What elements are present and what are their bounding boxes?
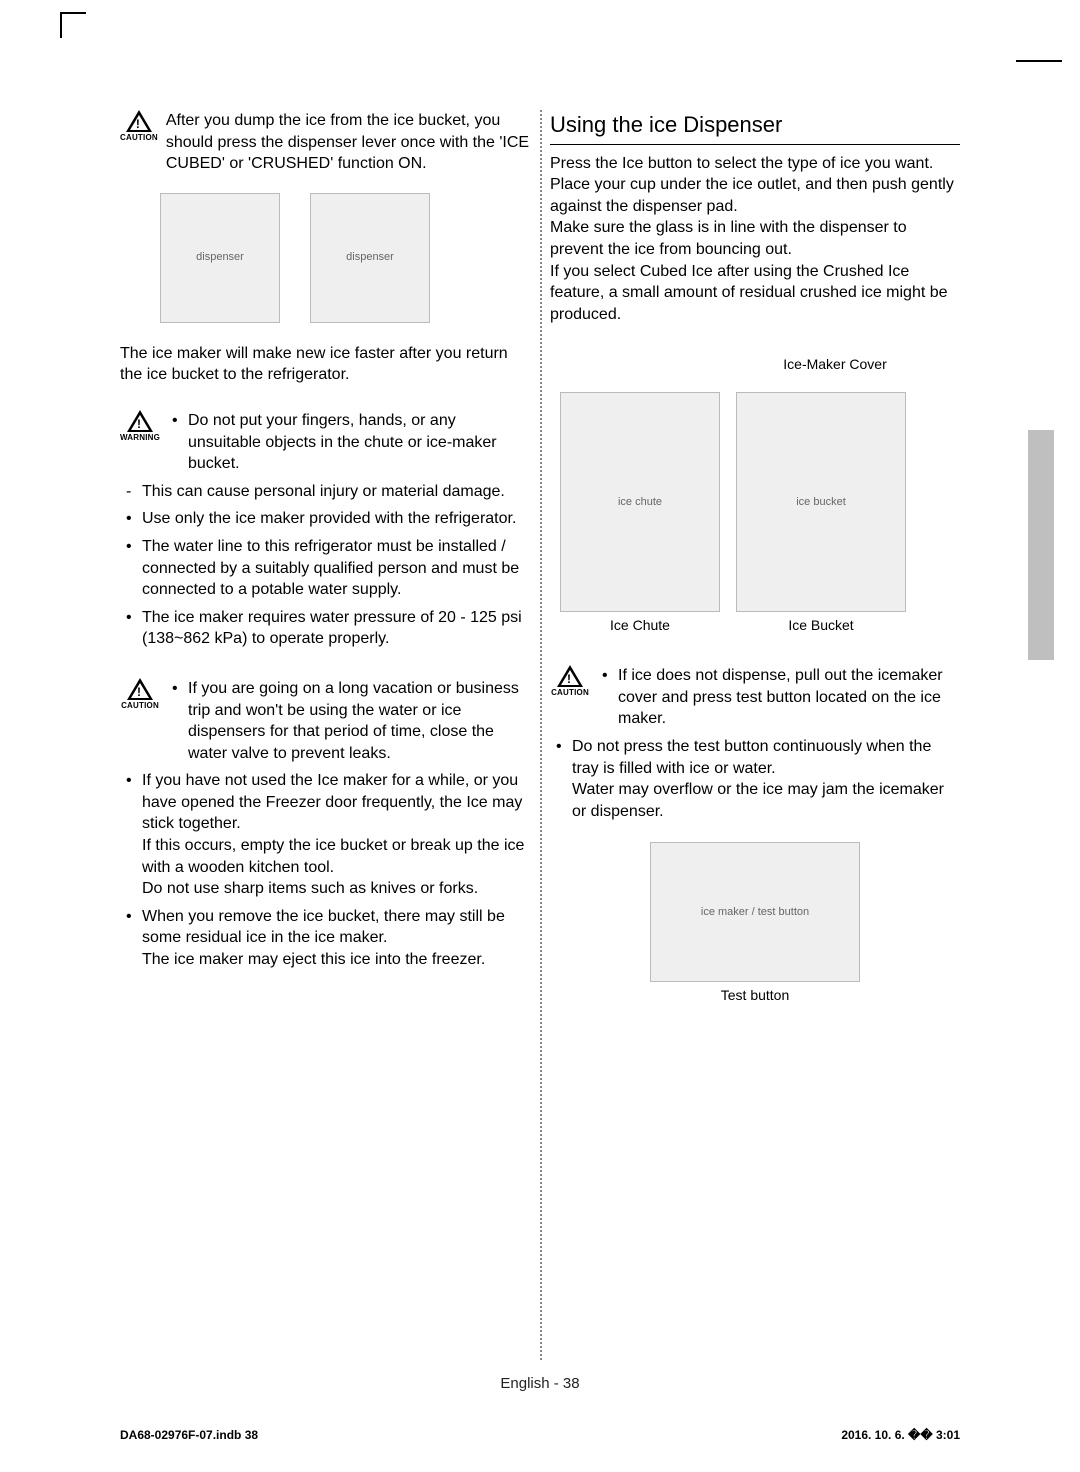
- section-title: Using the ice Dispenser: [550, 110, 960, 145]
- left-column: ! CAUTION After you dump the ice from th…: [120, 110, 530, 1005]
- warning-bullet-1: Do not put your fingers, hands, or any u…: [166, 410, 530, 475]
- left-bullet-3: The ice maker requires water pressure of…: [120, 607, 530, 650]
- page-side-tab: [1028, 430, 1054, 660]
- left-bullet-2: The water line to this refrigerator must…: [120, 536, 530, 601]
- label-ice-chute: Ice Chute: [610, 616, 670, 635]
- right-p4: If you select Cubed Ice after using the …: [550, 261, 960, 326]
- page-footer: English - 38: [0, 1375, 1080, 1392]
- caution-icon-right: ! CAUTION: [550, 665, 590, 736]
- caution2-bullet-1: If you have not used the Ice maker for a…: [120, 770, 530, 900]
- warning-block: ! WARNING Do not put your fingers, hands…: [120, 410, 530, 481]
- warning-icon: ! WARNING: [120, 410, 160, 481]
- dispenser-figure-2: dispenser: [310, 193, 430, 323]
- right-p3: Make sure the glass is in line with the …: [550, 217, 960, 260]
- caution-block-1: ! CAUTION After you dump the ice from th…: [120, 110, 530, 175]
- caution-label-right: CAUTION: [551, 688, 589, 699]
- label-test-button: Test button: [721, 986, 790, 1005]
- page-content: ! CAUTION After you dump the ice from th…: [120, 110, 960, 1005]
- crop-mark-top-left: [60, 12, 86, 38]
- dispenser-figures: dispenser dispenser: [160, 193, 530, 323]
- right-p1: Press the Ice button to select the type …: [550, 153, 960, 175]
- caution-block-2: ! CAUTION If you are going on a long vac…: [120, 678, 530, 770]
- caution-text-1: After you dump the ice from the ice buck…: [166, 110, 530, 175]
- right-caution-block: ! CAUTION If ice does not dispense, pull…: [550, 665, 960, 736]
- caution2-bullet-first: If you are going on a long vacation or b…: [166, 678, 530, 764]
- caution-icon: ! CAUTION: [120, 110, 158, 144]
- warning-dash-1: This can cause personal injury or materi…: [120, 481, 530, 503]
- ice-chute-figure: ice chute: [560, 392, 720, 612]
- label-ice-bucket: Ice Bucket: [788, 616, 853, 635]
- right-p2: Place your cup under the ice outlet, and…: [550, 174, 960, 217]
- crop-mark-top-right: [1016, 60, 1062, 62]
- ice-bucket-figure: ice bucket: [736, 392, 906, 612]
- caution-icon-2: ! CAUTION: [120, 678, 160, 770]
- ice-compartment-figures: ice chute Ice Chute ice bucket Ice Bucke…: [560, 392, 960, 635]
- doc-reference: DA68-02976F-07.indb 38: [120, 1428, 258, 1442]
- right-bullet-1: Do not press the test button continuousl…: [550, 736, 960, 822]
- dispenser-figure-1: dispenser: [160, 193, 280, 323]
- para-ice-faster: The ice maker will make new ice faster a…: [120, 343, 530, 386]
- caution2-bullet-2: When you remove the ice bucket, there ma…: [120, 906, 530, 971]
- label-ice-maker-cover: Ice-Maker Cover: [710, 355, 960, 374]
- test-button-figure: ice maker / test button: [650, 842, 860, 982]
- right-caution-first: If ice does not dispense, pull out the i…: [596, 665, 960, 730]
- print-timestamp: 2016. 10. 6. �� 3:01: [841, 1428, 960, 1442]
- caution-label-2: CAUTION: [121, 701, 159, 712]
- left-bullet-1: Use only the ice maker provided with the…: [120, 508, 530, 530]
- footer-bar: DA68-02976F-07.indb 38 2016. 10. 6. �� 3…: [120, 1428, 960, 1442]
- right-column: Using the ice Dispenser Press the Ice bu…: [550, 110, 960, 1005]
- caution-label: CAUTION: [120, 133, 158, 144]
- warning-label: WARNING: [120, 433, 160, 444]
